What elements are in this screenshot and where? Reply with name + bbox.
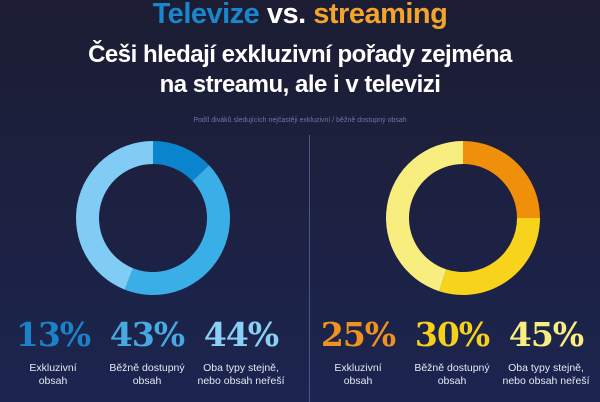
donut-televize — [76, 141, 230, 295]
stat-label: Běžně dostupný obsah — [404, 362, 500, 388]
stat-label: Exkluzivní obsah — [5, 362, 101, 388]
stat-label-line2: nebo obsah neřeší — [502, 375, 590, 387]
stat-label-line1: Oba typy stejně, — [203, 362, 279, 374]
donut-slice-0-1 — [124, 165, 230, 295]
stat-label-line2: obsah — [38, 375, 68, 387]
subtitle: Podíl diváků sledujících nejčastěji exkl… — [193, 117, 407, 124]
headline-line1: Češi hledají exkluzivní pořady zejména — [88, 41, 512, 68]
title-televize: Televize — [152, 0, 260, 30]
stat-label-line1: Oba typy stejně, — [508, 362, 584, 374]
donut-slice-0-2 — [76, 141, 153, 290]
stat-percent: 25% — [320, 315, 396, 354]
divider — [309, 135, 310, 402]
stat-label-line1: Běžně dostupný — [414, 362, 490, 374]
stat-label: Oba typy stejně, nebo obsah neřeší — [193, 362, 289, 388]
headline: Češi hledají exkluzivní pořady zejména na… — [0, 40, 600, 100]
stat-percent: 45% — [508, 315, 584, 354]
stat-label-line2: obsah — [437, 375, 467, 387]
donut-slice-1-1 — [439, 218, 540, 295]
stat-stats_right-0: 25% Exkluzivní obsah — [310, 316, 406, 388]
stat-label-line1: Běžně dostupný — [109, 362, 185, 374]
stat-label-line2: obsah — [343, 375, 373, 387]
stat-percent: 44% — [203, 315, 279, 354]
stat-label: Běžně dostupný obsah — [99, 362, 195, 388]
stat-stats_left-2: 44% Oba typy stejně, nebo obsah neřeší — [193, 316, 289, 388]
stat-label: Exkluzivní obsah — [310, 362, 406, 388]
stat-label-line1: Exkluzivní — [29, 362, 77, 374]
stat-label-line2: nebo obsah neřeší — [197, 375, 285, 387]
stat-label: Oba typy stejně, nebo obsah neřeší — [498, 362, 594, 388]
stat-percent: 13% — [15, 315, 91, 354]
title: Televize vs. streaming — [0, 0, 600, 31]
stat-percent: 30% — [414, 315, 490, 354]
donut-streaming — [386, 141, 540, 295]
stat-label-line2: obsah — [132, 375, 162, 387]
donut-slice-1-0 — [463, 141, 540, 218]
stat-stats_left-1: 43% Běžně dostupný obsah — [99, 316, 195, 388]
donut-slice-1-2 — [386, 141, 463, 292]
stat-label-line1: Exkluzivní — [334, 362, 382, 374]
donut-slice-0-0 — [153, 141, 210, 182]
headline-line2: na streamu, ale i v televizi — [159, 71, 441, 98]
title-streaming: streaming — [313, 0, 448, 30]
stat-stats_right-2: 45% Oba typy stejně, nebo obsah neřeší — [498, 316, 594, 388]
title-vs: vs. — [259, 0, 314, 30]
stat-stats_right-1: 30% Běžně dostupný obsah — [404, 316, 500, 388]
stat-stats_left-0: 13% Exkluzivní obsah — [5, 316, 101, 388]
stat-percent: 43% — [109, 315, 185, 354]
